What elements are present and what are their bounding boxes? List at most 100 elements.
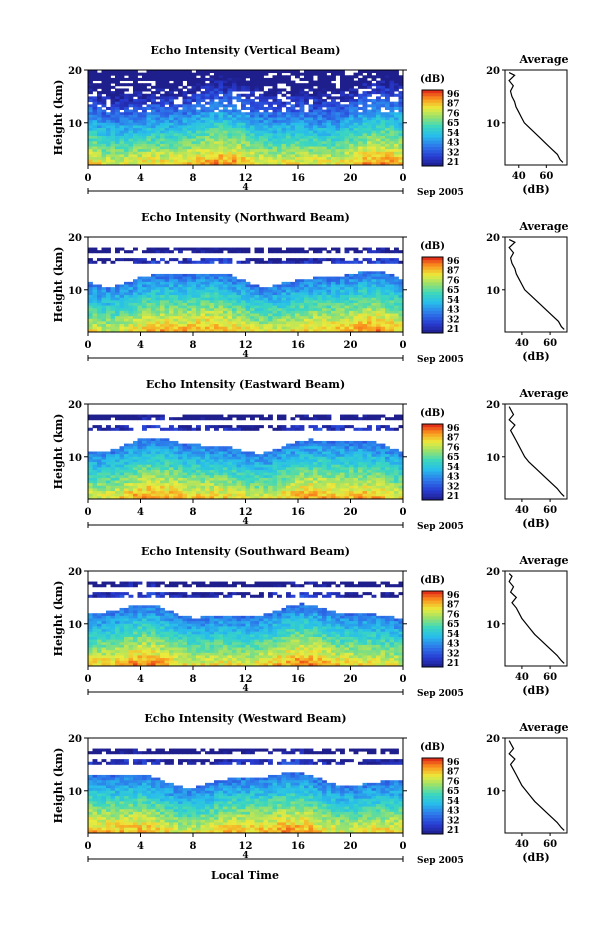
heatmap-cell	[101, 99, 107, 103]
heatmap-cell	[353, 443, 359, 447]
heatmap-cell	[268, 149, 273, 153]
heatmap-cell	[317, 143, 323, 147]
heatmap-cell	[304, 448, 309, 452]
heatmap-cell	[97, 414, 102, 418]
heatmap-cell	[88, 109, 93, 113]
heatmap-cell	[88, 154, 93, 158]
heatmap-cell	[268, 295, 273, 299]
heatmap-cell	[394, 310, 399, 314]
heatmap-cell	[110, 329, 116, 333]
panel-0: Echo Intensity (Vertical Beam)1020Height…	[52, 44, 569, 198]
heatmap-cell	[236, 93, 242, 97]
heatmap-cell	[398, 93, 404, 97]
heatmap-cell	[376, 83, 381, 87]
colorbar-tick-label: 54	[447, 129, 460, 139]
heatmap-cell	[227, 80, 233, 84]
heatmap-cell	[160, 414, 165, 418]
heatmap-cell	[250, 122, 255, 126]
heatmap-cell	[389, 149, 395, 153]
heatmap-cell	[349, 308, 354, 312]
heatmap-cell	[155, 456, 161, 460]
heatmap-cell	[394, 72, 399, 76]
heatmap-cell	[245, 326, 251, 330]
heatmap-cell	[200, 77, 206, 81]
heatmap-cell	[110, 456, 116, 460]
heatmap-cell	[218, 157, 224, 161]
heatmap-cell	[169, 258, 174, 262]
heatmap-cell	[277, 104, 282, 108]
heatmap-cell	[385, 154, 390, 158]
heatmap-cell	[394, 316, 399, 320]
heatmap-cell	[164, 122, 170, 126]
heatmap-cell	[313, 117, 318, 121]
heatmap-cell	[286, 162, 291, 166]
heatmap-cell	[259, 321, 264, 325]
heatmap-cell	[245, 247, 251, 251]
heatmap-cell	[164, 114, 170, 118]
heatmap-cell	[137, 316, 143, 320]
heatmap-cell	[191, 281, 197, 285]
heatmap-cell	[317, 284, 323, 288]
heatmap-cell	[205, 96, 210, 100]
heatmap-cell	[214, 326, 219, 330]
heatmap-cell	[205, 427, 210, 431]
heatmap-cell	[398, 117, 404, 121]
heatmap-cell	[214, 287, 219, 291]
heatmap-cell	[200, 454, 206, 458]
heatmap-cell	[353, 451, 359, 455]
heatmap-cell	[191, 138, 197, 142]
heatmap-cell	[209, 80, 215, 84]
heatmap-cell	[362, 279, 368, 283]
heatmap-cell	[241, 427, 246, 431]
heatmap-cell	[191, 414, 197, 418]
heatmap-cell	[353, 154, 359, 158]
heatmap-cell	[389, 77, 395, 81]
heatmap-cell	[155, 316, 161, 320]
heatmap-cell	[353, 464, 359, 468]
heatmap-cell	[137, 88, 143, 92]
heatmap-cell	[115, 128, 120, 132]
heatmap-cell	[119, 464, 125, 468]
heatmap-cell	[344, 414, 350, 418]
heatmap-cell	[322, 141, 327, 145]
heatmap-cell	[317, 281, 323, 285]
heatmap-cell	[88, 258, 93, 262]
heatmap-cell	[335, 117, 341, 121]
profile-line	[508, 239, 565, 330]
heatmap-cell	[335, 464, 341, 468]
heatmap-cell	[331, 324, 336, 328]
heatmap-cell	[331, 157, 336, 161]
heatmap-cell	[380, 91, 386, 95]
heatmap-cell	[376, 143, 381, 147]
heatmap-cell	[137, 141, 143, 145]
heatmap-cell	[317, 279, 323, 283]
heatmap-cell	[187, 289, 192, 293]
heatmap-cell	[268, 151, 273, 155]
heatmap-cell	[385, 273, 390, 277]
heatmap-cell	[137, 326, 143, 330]
heatmap-cell	[115, 451, 120, 455]
heatmap-cell	[313, 310, 318, 314]
heatmap-cell	[376, 427, 381, 431]
heatmap-cell	[385, 128, 390, 132]
heatmap-cell	[299, 125, 305, 129]
heatmap-cell	[178, 112, 183, 116]
heatmap-cell	[146, 146, 152, 150]
heatmap-cell	[358, 292, 363, 296]
x-tick-label: 0	[85, 340, 92, 351]
heatmap-cell	[223, 117, 228, 121]
heatmap-cell	[263, 467, 269, 471]
heatmap-cell	[101, 316, 107, 320]
heatmap-cell	[88, 295, 93, 299]
heatmap-cell	[317, 125, 323, 129]
heatmap-cell	[331, 128, 336, 132]
heatmap-cell	[101, 326, 107, 330]
heatmap-cell	[326, 88, 332, 92]
heatmap-cell	[200, 125, 206, 129]
heatmap-cell	[133, 128, 138, 132]
heatmap-cell	[259, 287, 264, 291]
heatmap-cell	[290, 141, 296, 145]
heatmap-cell	[106, 310, 111, 314]
heatmap-cell	[389, 135, 395, 140]
heatmap-cell	[299, 459, 305, 463]
